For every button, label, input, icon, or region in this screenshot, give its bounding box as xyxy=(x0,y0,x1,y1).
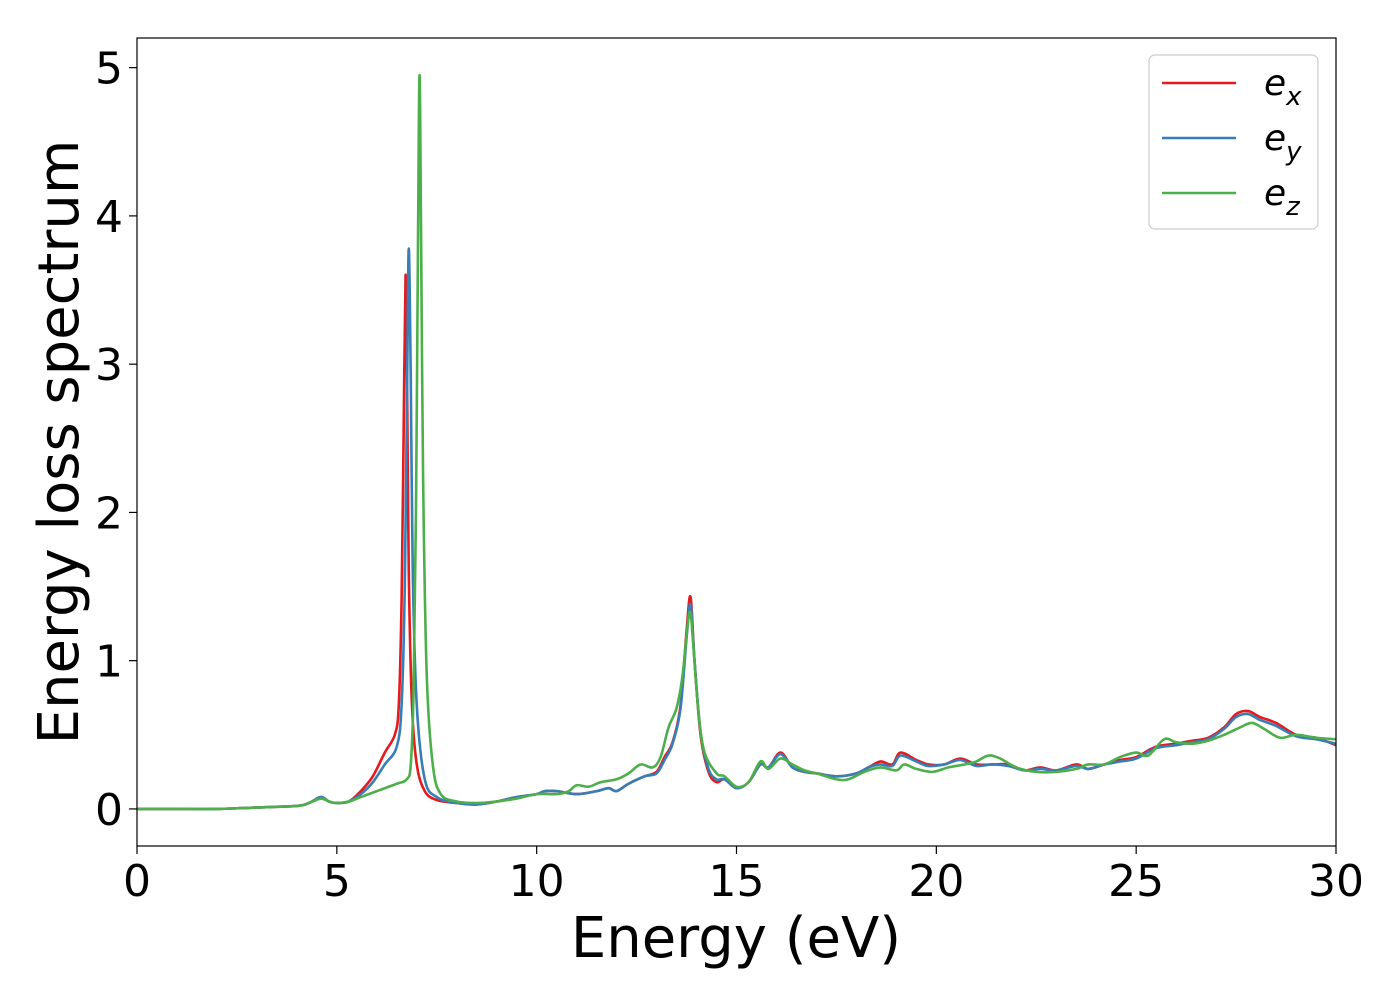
legend-label-subscript: y xyxy=(1285,137,1302,167)
legend-label-ex: ex xyxy=(1264,63,1302,112)
x-tick-label: 25 xyxy=(1108,856,1164,907)
x-axis-ticks: 0 5 10 15 20 25 30 xyxy=(123,846,1364,907)
y-axis-ticks: 0 1 2 3 4 5 xyxy=(95,44,137,836)
series-line-ez xyxy=(137,73,1336,811)
x-tick-label: 15 xyxy=(709,856,765,907)
series-layer xyxy=(137,73,1336,811)
legend-box xyxy=(1148,54,1319,230)
y-tick-label: 4 xyxy=(95,192,123,243)
x-tick-label: 5 xyxy=(323,856,351,907)
y-tick-label: 1 xyxy=(95,637,123,688)
legend-label-base: e xyxy=(1264,63,1286,104)
y-axis-label: Energy loss spectrum xyxy=(27,140,92,745)
y-tick-label: 5 xyxy=(95,44,123,95)
y-tick-label: 3 xyxy=(95,340,123,391)
x-tick-label: 0 xyxy=(123,856,151,907)
y-tick-label: 2 xyxy=(95,488,123,539)
x-tick-label: 10 xyxy=(509,856,565,907)
legend-label-ez: ez xyxy=(1264,173,1301,222)
legend-label-base: e xyxy=(1264,173,1286,214)
legend-label-subscript: x xyxy=(1285,82,1302,112)
x-tick-label: 20 xyxy=(908,856,964,907)
x-axis-label: Energy (eV) xyxy=(571,906,901,971)
legend-label-ey: ey xyxy=(1264,118,1302,167)
legend-label-base: e xyxy=(1264,118,1286,159)
legend-label-subscript: z xyxy=(1285,192,1301,222)
y-tick-label: 0 xyxy=(95,785,123,836)
x-tick-label: 30 xyxy=(1308,856,1364,907)
